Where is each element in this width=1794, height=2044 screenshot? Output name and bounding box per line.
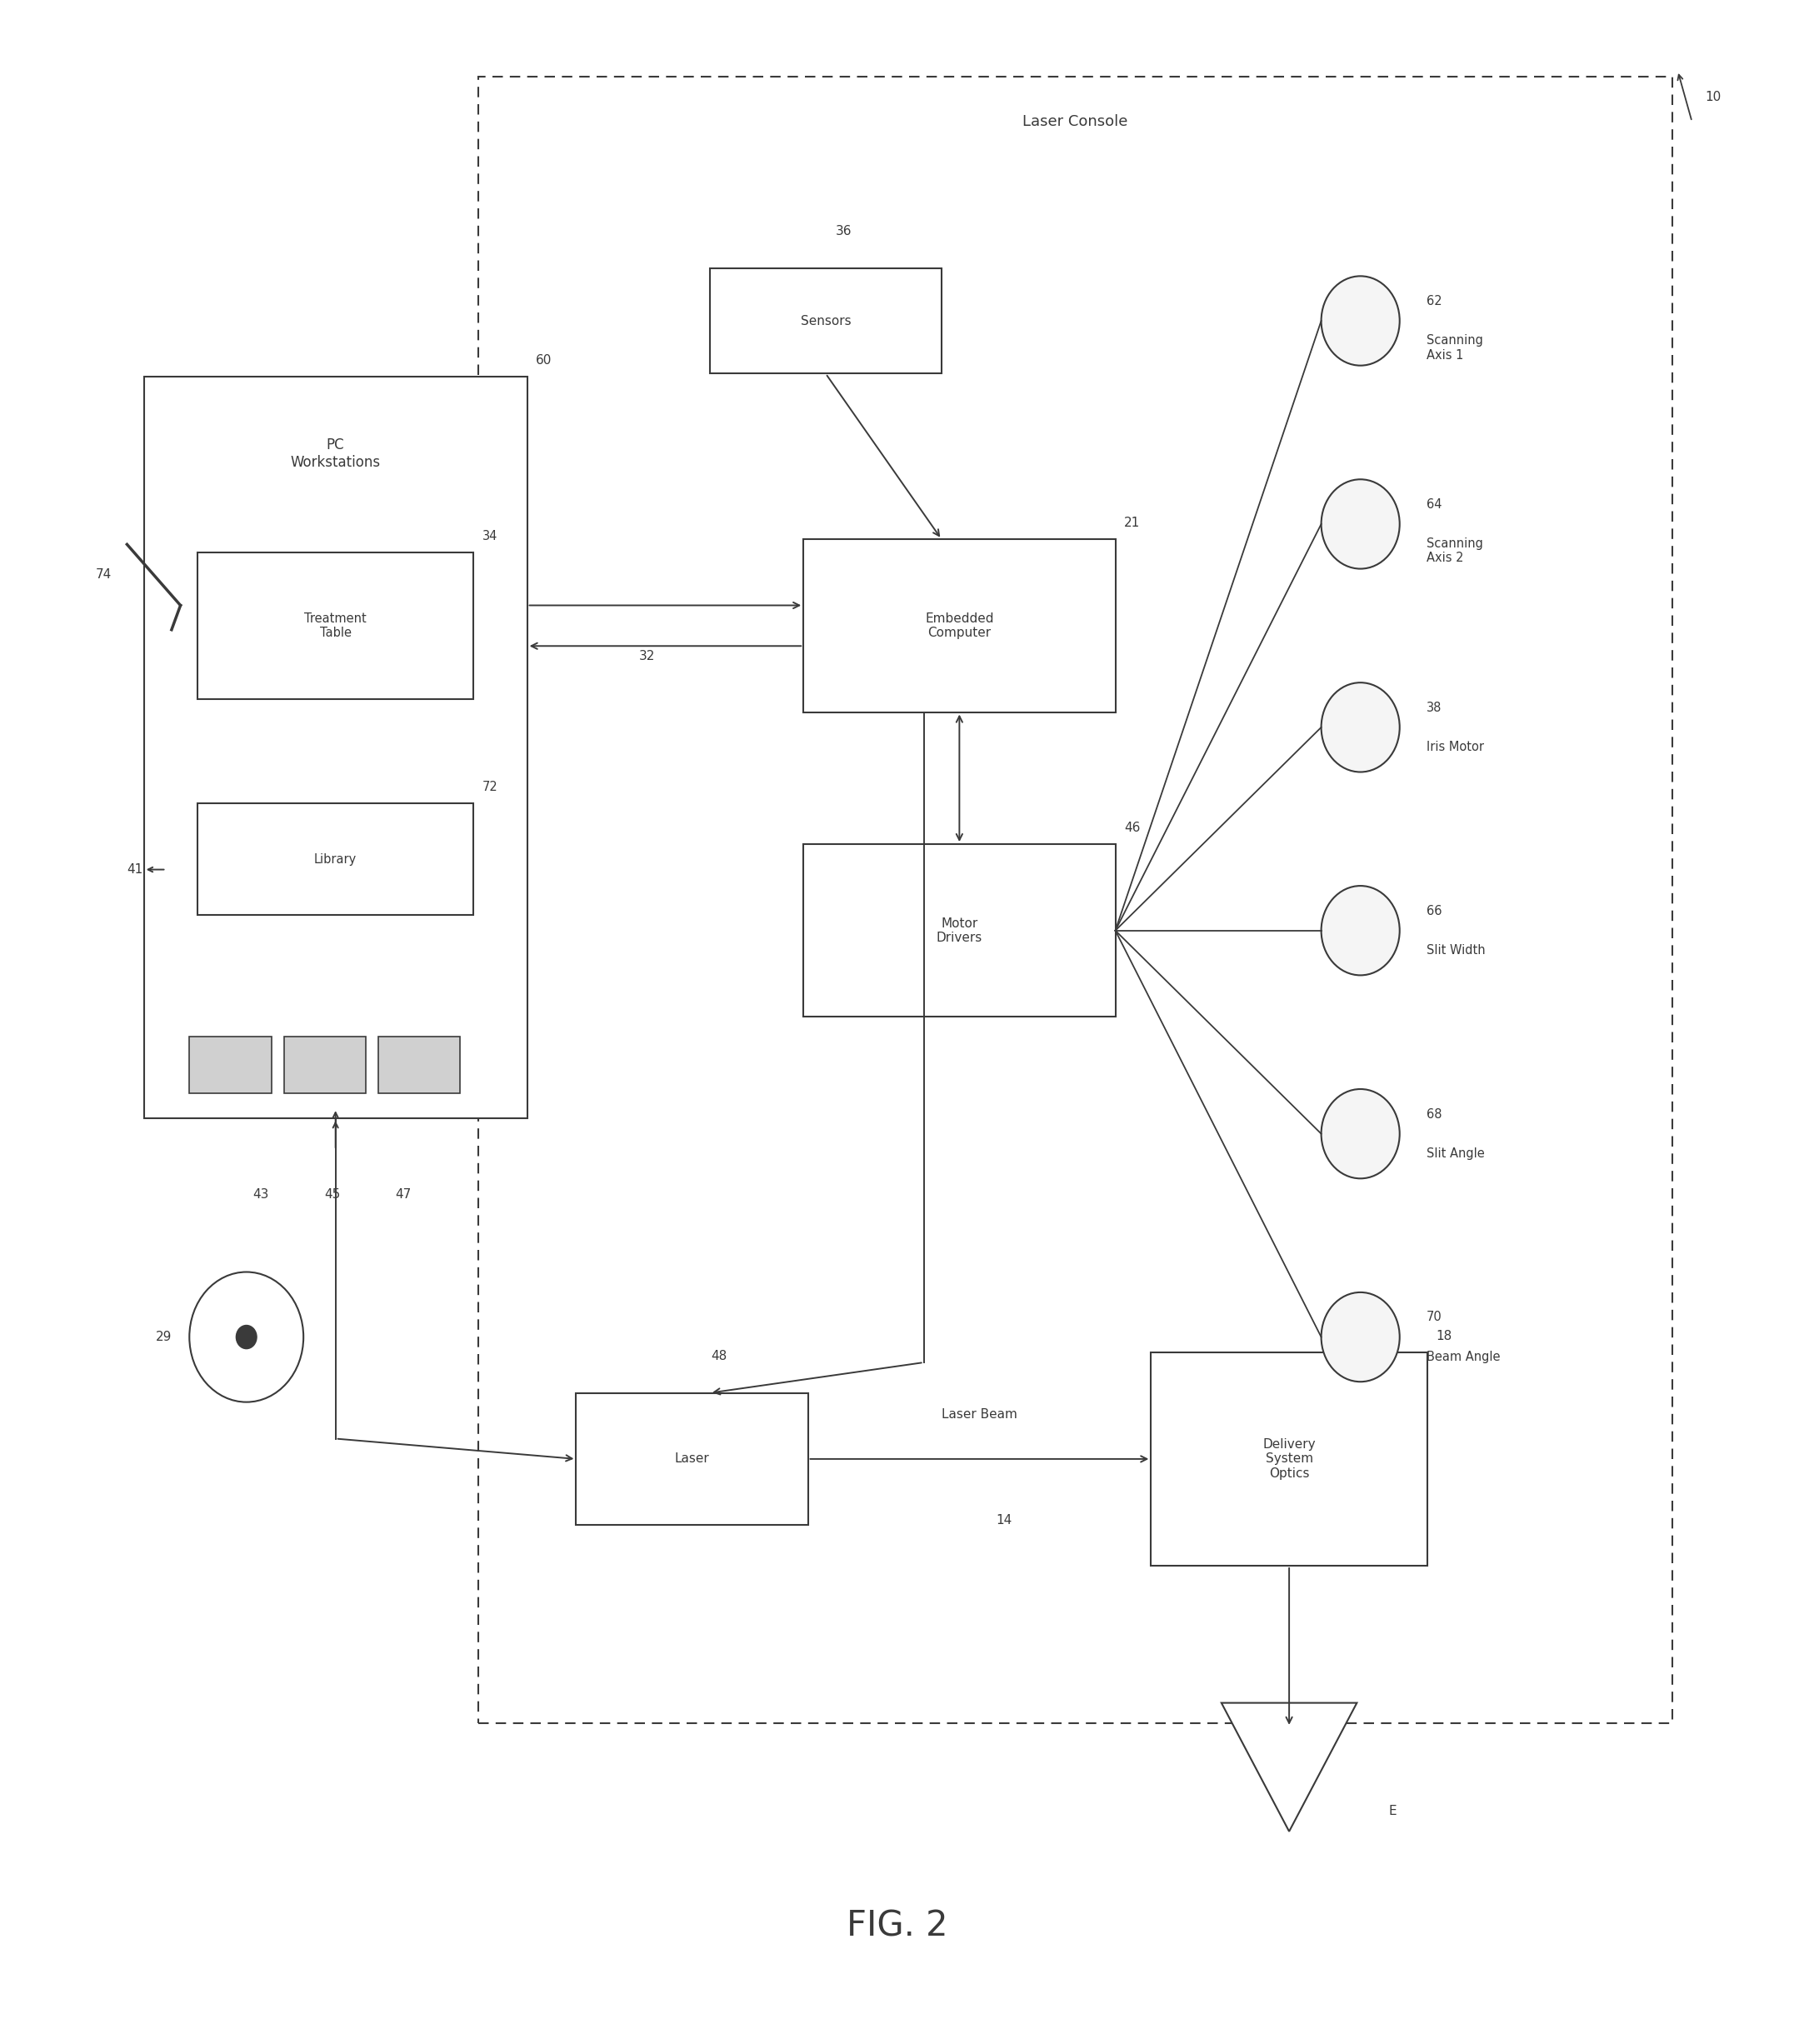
Circle shape [1320, 1089, 1399, 1179]
Text: Sensors: Sensors [800, 315, 850, 327]
Text: Beam Angle: Beam Angle [1426, 1351, 1500, 1363]
Circle shape [1320, 885, 1399, 975]
Bar [379, 1036, 461, 1094]
Text: Embedded
Computer: Embedded Computer [926, 611, 994, 640]
Bar [197, 552, 474, 699]
Polygon shape [1222, 1703, 1356, 1831]
Text: 62: 62 [1426, 294, 1442, 307]
Bar [804, 540, 1116, 711]
Text: Slit Width: Slit Width [1426, 944, 1485, 957]
Text: FIG. 2: FIG. 2 [847, 1909, 947, 1944]
Text: 29: 29 [156, 1331, 172, 1343]
Text: Treatment
Table: Treatment Table [305, 611, 366, 640]
Text: Delivery
System
Optics: Delivery System Optics [1263, 1439, 1315, 1480]
Text: 36: 36 [836, 225, 852, 237]
Bar [576, 1392, 807, 1525]
Bar [190, 1036, 271, 1094]
Text: 68: 68 [1426, 1108, 1442, 1120]
Bar [804, 844, 1116, 1018]
Circle shape [1320, 1292, 1399, 1382]
Text: 43: 43 [253, 1188, 269, 1202]
Text: Laser Beam: Laser Beam [942, 1408, 1017, 1421]
Text: Slit Angle: Slit Angle [1426, 1147, 1484, 1159]
Text: Library: Library [314, 852, 357, 867]
Bar [197, 803, 474, 916]
Text: 41: 41 [127, 863, 144, 875]
Text: Motor
Drivers: Motor Drivers [936, 918, 983, 944]
Text: Laser: Laser [675, 1453, 709, 1466]
Text: 32: 32 [639, 650, 655, 662]
Text: PC
Workstations: PC Workstations [291, 437, 380, 470]
Text: Laser Console: Laser Console [1023, 114, 1128, 129]
Bar [710, 268, 942, 374]
Text: Iris Motor: Iris Motor [1426, 740, 1484, 752]
Text: 72: 72 [483, 781, 499, 793]
Text: 38: 38 [1426, 701, 1442, 713]
Bar [283, 1036, 366, 1094]
Bar [479, 78, 1672, 1723]
Text: E: E [1389, 1805, 1398, 1817]
Bar [1152, 1353, 1428, 1566]
Text: 45: 45 [325, 1188, 341, 1202]
Text: 46: 46 [1125, 822, 1141, 834]
Text: Scanning
Axis 2: Scanning Axis 2 [1426, 538, 1484, 564]
Circle shape [237, 1325, 257, 1349]
Text: 64: 64 [1426, 499, 1442, 511]
Text: 48: 48 [710, 1351, 727, 1363]
Circle shape [1320, 276, 1399, 366]
Bar [144, 376, 527, 1118]
Text: 34: 34 [483, 529, 499, 542]
Circle shape [1320, 480, 1399, 568]
Text: 60: 60 [536, 354, 553, 366]
Text: 66: 66 [1426, 905, 1442, 918]
Text: 21: 21 [1125, 517, 1141, 529]
Text: 70: 70 [1426, 1310, 1442, 1325]
Circle shape [1320, 683, 1399, 773]
Text: 14: 14 [996, 1515, 1012, 1527]
Text: 18: 18 [1437, 1331, 1451, 1343]
Text: Scanning
Axis 1: Scanning Axis 1 [1426, 335, 1484, 362]
Text: 74: 74 [95, 568, 111, 580]
Text: 47: 47 [395, 1188, 411, 1202]
Text: 10: 10 [1706, 92, 1722, 104]
